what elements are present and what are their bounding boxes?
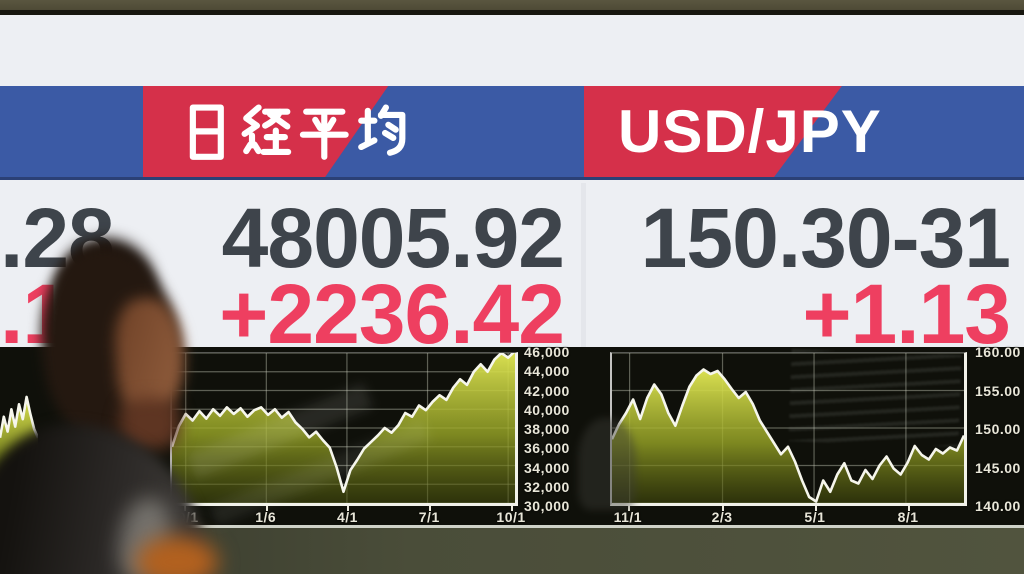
x-axis-label: 7/1: [418, 509, 440, 525]
axis-tick-mark: [908, 506, 911, 511]
x-axis-label: 10/1: [496, 509, 526, 525]
axis-tick-mark: [347, 506, 350, 511]
y-axis-label: 38,000: [524, 421, 570, 437]
axis-tick-mark: [429, 506, 432, 511]
x-axis-label: 2/3: [711, 509, 733, 525]
y-axis-label: 34,000: [524, 459, 570, 476]
axis-tick-mark: [814, 506, 817, 511]
nikkei-title-kanji: [189, 104, 406, 160]
y-axis-label: 42,000: [524, 382, 570, 399]
display-bottom-frame: [0, 528, 1024, 574]
y-axis-label: 40,000: [524, 401, 570, 418]
display-top-frame: [0, 0, 1024, 15]
y-axis-label: 160.00: [975, 344, 1021, 360]
x-axis-label: 10/1: [169, 509, 199, 525]
x-axis-label: 1/6: [255, 509, 277, 525]
x-axis-label: 4/1: [336, 509, 358, 525]
axis-tick-mark: [265, 506, 268, 511]
y-axis-label: 155.00: [975, 382, 1021, 399]
nikkei-price: 48005.92: [221, 191, 565, 285]
axis-tick-mark: [722, 506, 725, 511]
x-axis-label: 8/1: [897, 509, 919, 525]
panel-separator: [581, 183, 586, 347]
x-axis-label: 11/1: [613, 509, 643, 525]
left-chart-fragment: [0, 382, 38, 506]
usdjpy-price: 150.30-31: [640, 191, 1011, 285]
nikkei-panel-header: [143, 86, 584, 180]
y-axis-label: 145.00: [975, 459, 1021, 476]
y-axis-label: 36,000: [524, 440, 570, 457]
usdjpy-title: USD/JPY: [618, 98, 882, 165]
usdjpy-panel-header: USD/JPY: [584, 86, 1024, 180]
y-axis-label: 150.00: [975, 421, 1021, 437]
usdjpy-chart-plot: [610, 352, 967, 506]
axis-tick-mark: [183, 506, 186, 511]
y-axis-label: 32,000: [524, 478, 570, 495]
usdjpy-change: +1.13: [802, 267, 1011, 361]
y-axis-label: 46,000: [524, 344, 570, 360]
axis-tick-mark: [511, 506, 514, 511]
x-axis-label: 5/1: [804, 509, 826, 525]
y-axis-label: 140.00: [975, 498, 1021, 514]
nikkei-chart-plot: [170, 352, 518, 506]
y-axis-label: 30,000: [524, 498, 570, 514]
left-panel-change-fragment: .1: [0, 267, 69, 361]
left-panel-header: [0, 86, 143, 180]
y-axis-label: 44,000: [524, 363, 570, 380]
screen-bottom-bezel: [0, 525, 1024, 528]
axis-tick-mark: [627, 506, 630, 511]
nikkei-change: +2236.42: [219, 267, 565, 361]
